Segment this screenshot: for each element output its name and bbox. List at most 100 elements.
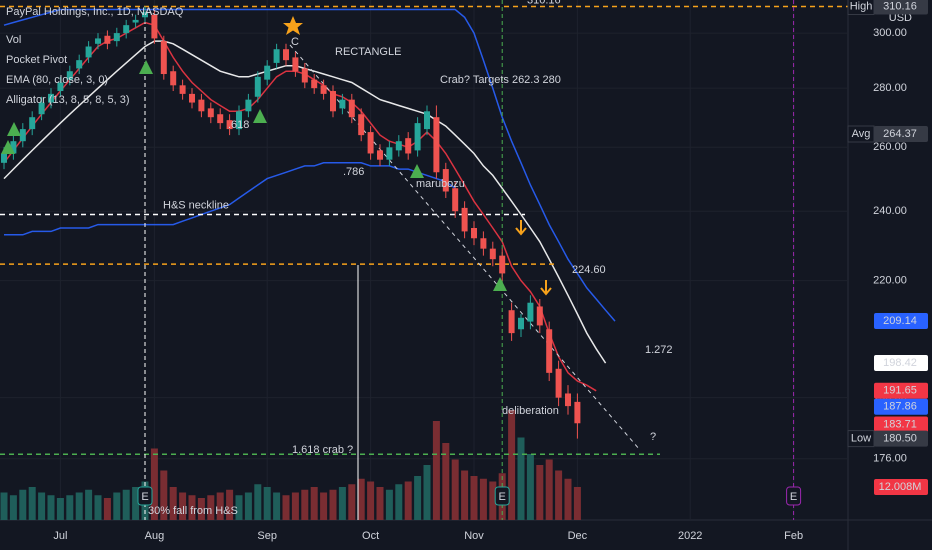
x-tick-label: Dec (568, 530, 588, 542)
pocket-pivot (410, 164, 424, 178)
volume-bar (442, 443, 450, 520)
annotation: marubozu (416, 178, 465, 190)
candle-body (565, 393, 571, 407)
candle-body (311, 79, 318, 89)
candle-body (245, 99, 252, 112)
price-tag-name: Low (851, 433, 871, 445)
candle-body (198, 99, 205, 112)
candle-body (414, 123, 421, 151)
annotation: .786 (343, 166, 364, 178)
price-tag-label: 180.50 (883, 433, 917, 445)
earnings-box (137, 486, 153, 506)
price-tag-label: 310.16 (883, 0, 917, 12)
volume-bar (338, 487, 346, 520)
volume-bar (273, 492, 281, 520)
annotation: ? (650, 431, 656, 443)
price-tag-label: 264.37 (883, 128, 917, 140)
candle-body (461, 207, 468, 232)
price-tag-name-box (847, 0, 875, 16)
volume-bar (329, 489, 337, 520)
level-label: 224.60 (572, 264, 606, 276)
candle-body (151, 14, 158, 39)
candle-body (179, 85, 186, 94)
volume-bar (56, 498, 64, 520)
candle-body (189, 93, 195, 103)
x-tick-label: Feb (784, 530, 803, 542)
pocket-pivot (7, 122, 21, 136)
candle-body (207, 108, 214, 118)
y-tick-label: 260.00 (873, 141, 907, 153)
volume-bar (47, 495, 55, 520)
annotation: deliberation (502, 405, 559, 417)
candle-body (395, 141, 402, 151)
candle-body (113, 33, 120, 42)
volume-bar (573, 486, 581, 520)
candle-body (123, 25, 130, 34)
candle-body (57, 82, 64, 92)
candle-body (142, 12, 148, 18)
volume-bar (414, 476, 422, 520)
price-tag-name-box (847, 125, 875, 143)
x-tick-label: 2022 (678, 530, 702, 542)
candle-body (405, 138, 412, 154)
volume-bar (0, 492, 8, 520)
volume-bar (66, 495, 74, 520)
price-tag (874, 416, 928, 433)
candle-body (424, 111, 430, 130)
candle-body (85, 46, 92, 58)
candle-body (273, 49, 280, 63)
price-tag (874, 0, 928, 15)
price-tag (874, 398, 928, 415)
candle-body (160, 41, 167, 75)
arrow (540, 280, 552, 296)
annotation: 1.272 (645, 344, 673, 356)
price-tag-label: 187.86 (883, 401, 917, 413)
legend-title: PayPal Holdings, Inc., 1D, NASDAQ (6, 6, 184, 18)
volume-bar (320, 492, 328, 520)
volume-bar (461, 470, 469, 520)
currency: USD (889, 12, 912, 24)
volume-bar (357, 478, 365, 520)
candle-body (264, 65, 271, 80)
volume-bar (564, 478, 572, 520)
price-tag-name-box (847, 430, 875, 448)
candle-body (499, 255, 506, 274)
candle-body (226, 120, 233, 130)
legend-indicator: Alligator (13, 8, 5, 8, 5, 3) (6, 94, 130, 106)
pocket-pivot (493, 277, 507, 291)
candle-body (104, 35, 111, 44)
candle-body (339, 99, 346, 109)
volume-bar (179, 492, 187, 520)
volume-bar (479, 478, 487, 520)
volume-bar (9, 495, 17, 520)
volume-tag-label: 12.008M (879, 481, 922, 493)
candle-body (76, 60, 83, 69)
pocket-pivot (253, 109, 267, 123)
price-tag-label: 183.71 (883, 418, 917, 430)
price-tag (874, 430, 928, 447)
candle-body (254, 76, 261, 97)
earnings-label: E (499, 491, 506, 503)
indicator-line (3, 21, 597, 392)
volume-bar (282, 495, 290, 520)
volume-bar (367, 481, 375, 520)
volume-bar (197, 498, 205, 520)
candle-body (433, 117, 440, 173)
x-tick-label: Sep (257, 530, 277, 542)
earnings-label: E (141, 491, 148, 503)
x-tick-label: Jul (53, 530, 67, 542)
volume-bar (423, 465, 431, 520)
candle-body (10, 141, 17, 154)
volume-bar (28, 487, 36, 520)
volume-bar (301, 489, 309, 520)
volume-bar (310, 487, 318, 520)
candle-body (301, 68, 308, 83)
annotation: A (145, 6, 153, 18)
candle-body (358, 114, 365, 136)
candle-body (367, 132, 374, 154)
candle-body (292, 57, 299, 72)
annotation: .618 (228, 119, 249, 131)
star (283, 16, 303, 35)
candle-body (480, 238, 487, 249)
